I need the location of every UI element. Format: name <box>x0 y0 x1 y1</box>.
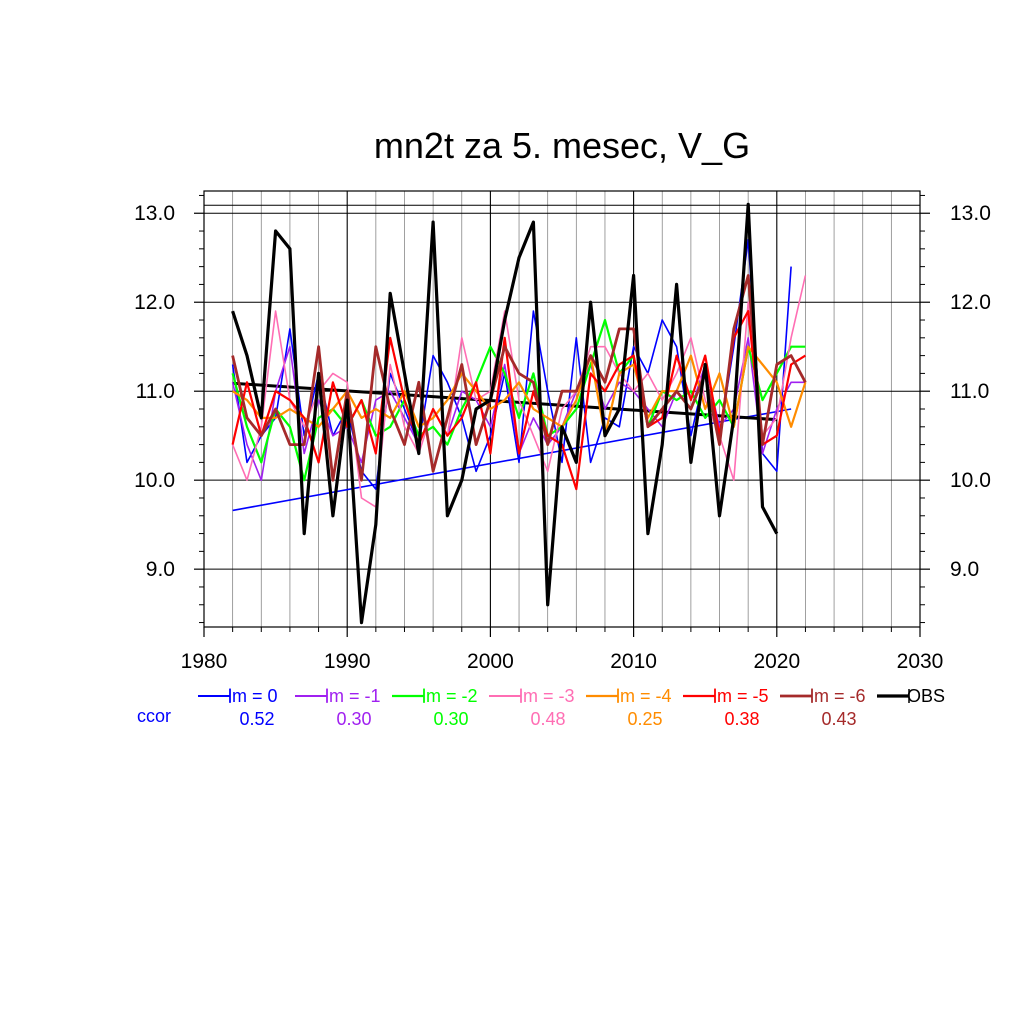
legend-label: lm = -5 <box>713 686 769 706</box>
x-tick-label: 2030 <box>897 650 944 673</box>
axes: 9.0 9.0 10.0 10.0 11.0 11.0 12.0 12.0 13.0 13.0 19… <box>134 190 991 673</box>
y-tick-label: 11.0 <box>136 380 175 403</box>
ccor-value: 0.30 <box>336 709 371 729</box>
x-tick-label: 2020 <box>753 650 800 673</box>
trend-line <box>232 408 792 512</box>
legend-label: OBS <box>907 686 945 706</box>
y-tick-label: 10.0 <box>134 469 175 492</box>
x-tick-label: 2010 <box>610 650 657 673</box>
legend-label: lm = -3 <box>519 686 575 706</box>
series-line <box>231 274 807 482</box>
legend-label: lm = -2 <box>422 686 478 706</box>
ccor-value: 0.30 <box>433 709 468 729</box>
series-line <box>231 310 806 491</box>
ccor-value: 0.52 <box>239 709 274 729</box>
legend-label: lm = -4 <box>616 686 672 706</box>
ccor-label: ccor <box>137 706 171 726</box>
chart-title: mn2t za 5. mesec, V_G <box>374 125 750 166</box>
legend-label: lm = -1 <box>325 686 381 706</box>
legend-label: lm = -6 <box>810 686 866 706</box>
y-tick-label: 11.0 <box>950 380 989 403</box>
ccor-value: 0.38 <box>724 709 759 729</box>
x-tick-label: 1990 <box>324 650 371 673</box>
series-lines <box>231 202 807 625</box>
ccor-value: 0.48 <box>530 709 565 729</box>
ccor-value: 0.25 <box>627 709 662 729</box>
y-tick-label: 9.0 <box>950 558 979 581</box>
x-tick-label: 2000 <box>467 650 514 673</box>
y-tick-label: 10.0 <box>950 469 991 492</box>
x-tick-label: 1980 <box>181 650 228 673</box>
y-tick-label: 12.0 <box>950 291 991 314</box>
y-tick-label: 9.0 <box>146 558 175 581</box>
legend: lm = 0 0.52 lm = -1 0.30 lm = -2 0.30 lm = -3 0… <box>137 686 945 729</box>
y-tick-label: 13.0 <box>134 202 175 225</box>
y-tick-label: 13.0 <box>950 202 991 225</box>
y-tick-label: 12.0 <box>134 291 175 314</box>
ccor-value: 0.43 <box>821 709 856 729</box>
legend-label: lm = 0 <box>228 686 278 706</box>
series-line <box>231 202 779 625</box>
